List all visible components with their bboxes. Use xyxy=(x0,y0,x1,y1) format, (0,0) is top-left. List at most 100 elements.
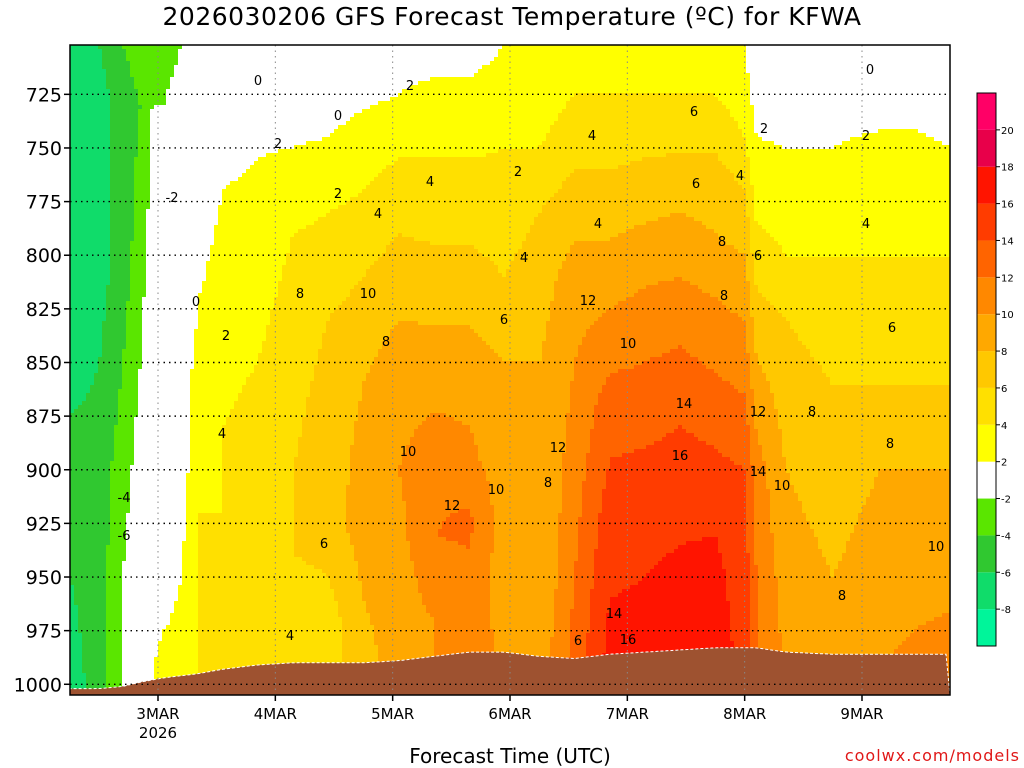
y-tick-label: 850 xyxy=(26,352,62,374)
contour-label: 2 xyxy=(222,329,230,344)
contour-label: 16 xyxy=(620,633,637,648)
contour-label: 6 xyxy=(574,634,582,649)
colorbar-swatch xyxy=(977,129,996,167)
contour-label: 0 xyxy=(192,295,200,310)
contour-label: 2 xyxy=(334,187,342,202)
colorbar-swatch xyxy=(977,424,996,462)
contour-label: 12 xyxy=(550,441,567,456)
chart-title: 2026030206 GFS Forecast Temperature (ºC)… xyxy=(0,2,1024,31)
contour-label: 14 xyxy=(750,465,767,480)
contour-label: 6 xyxy=(690,105,698,120)
x-tick-sublabel: 2026 xyxy=(139,724,177,742)
y-tick-label: 725 xyxy=(26,84,62,106)
colorbar-label: -8 xyxy=(1001,605,1011,616)
contour-label: 8 xyxy=(544,476,552,491)
y-tick-label: 1000 xyxy=(14,674,62,696)
y-tick-label: 925 xyxy=(26,513,62,535)
contour-label: 10 xyxy=(774,479,791,494)
colorbar-label: 20 xyxy=(1001,126,1014,137)
contour-label: 10 xyxy=(928,540,945,555)
colorbar-label: 12 xyxy=(1001,273,1014,284)
contour-label: 8 xyxy=(720,289,728,304)
contour-label: -2 xyxy=(166,191,179,206)
contour-label: 8 xyxy=(838,589,846,604)
contour-label: 4 xyxy=(594,217,602,232)
contour-label: 4 xyxy=(426,175,434,190)
x-axis-label: Forecast Time (UTC) xyxy=(300,744,720,768)
y-tick-label: 825 xyxy=(26,299,62,321)
contour-label: 8 xyxy=(808,405,816,420)
colorbar-swatch xyxy=(977,572,996,610)
colorbar-label: 2 xyxy=(1001,458,1007,469)
contour-label: 4 xyxy=(588,129,596,144)
colorbar-label: -4 xyxy=(1001,531,1011,542)
colorbar-label: 10 xyxy=(1001,310,1014,321)
credit-text: coolwx.com/models xyxy=(800,746,1020,765)
x-tick-label: 8MAR xyxy=(723,705,766,723)
colorbar-swatch xyxy=(977,93,996,130)
ground-terrain xyxy=(70,647,950,695)
y-axis: 725 750 775 800 825 850 875 900 925 950 975 1000 xyxy=(14,84,70,696)
colorbar-swatch xyxy=(977,203,996,241)
colorbar-swatch xyxy=(977,314,996,352)
contour-label: 16 xyxy=(672,449,689,464)
contour-label: 6 xyxy=(754,249,762,264)
contour-label: 4 xyxy=(736,169,744,184)
contour-label: 10 xyxy=(360,287,377,302)
contour-label: 12 xyxy=(444,499,461,514)
x-tick-label: 3MAR xyxy=(136,705,179,723)
contour-label: 2 xyxy=(274,137,282,152)
y-tick-label: 950 xyxy=(26,567,62,589)
colorbar-label: -2 xyxy=(1001,495,1011,506)
y-tick-label: 750 xyxy=(26,138,62,160)
contour-label: 2 xyxy=(862,129,870,144)
colorbar-swatch xyxy=(977,240,996,278)
grid-lines xyxy=(70,45,950,695)
y-tick-label: 775 xyxy=(26,192,62,214)
contour-label: 8 xyxy=(296,287,304,302)
colorbar-swatch xyxy=(977,387,996,425)
y-tick-label: 800 xyxy=(26,245,62,267)
x-tick-label: 9MAR xyxy=(840,705,883,723)
colorbar-swatch xyxy=(977,609,996,646)
colorbar-legend: -8 -6 -4 -2 2 4 6 8 10 12 14 16 18 20 xyxy=(976,92,1014,647)
contour-label: -6 xyxy=(118,529,131,544)
contour-label: 10 xyxy=(488,483,505,498)
colorbar-frame xyxy=(976,92,997,647)
contour-label: 4 xyxy=(286,629,294,644)
colorbar-swatch xyxy=(977,166,996,204)
colorbar-swatch xyxy=(977,351,996,388)
contour-label: 2 xyxy=(514,165,522,180)
colorbar-swatch xyxy=(977,461,996,499)
contour-label: 14 xyxy=(676,397,693,412)
colorbar-swatch xyxy=(977,535,996,573)
colorbar-swatch xyxy=(977,277,996,315)
contour-label: 6 xyxy=(888,321,896,336)
colorbar-label: 6 xyxy=(1001,384,1007,395)
x-tick-label: 5MAR xyxy=(371,705,414,723)
x-tick-label: 7MAR xyxy=(606,705,649,723)
plot-area: 0 2 0 2 -2 0 2 2 4 2 4 4 6 6 4 8 4 6 8 10 6 12 8 8 10 12 14 16 12 14 1… xyxy=(70,45,950,695)
y-tick-label: 875 xyxy=(26,406,62,428)
contour-label: 4 xyxy=(374,207,382,222)
contour-label: 0 xyxy=(254,74,262,89)
x-tick-label: 4MAR xyxy=(254,705,297,723)
contour-label: 10 xyxy=(620,337,637,352)
contour-label: 2 xyxy=(760,122,768,137)
contour-label: 8 xyxy=(382,335,390,350)
contour-label: 12 xyxy=(580,294,597,309)
colorbar-swatch xyxy=(977,498,996,536)
contour-label: 4 xyxy=(218,427,226,442)
colorbar-label: -6 xyxy=(1001,568,1011,579)
contour-label: 12 xyxy=(750,405,767,420)
colorbar-label: 8 xyxy=(1001,347,1007,358)
contour-label: 6 xyxy=(500,313,508,328)
contour-label: 10 xyxy=(400,445,417,460)
contour-label: 8 xyxy=(718,235,726,250)
y-tick-label: 900 xyxy=(26,460,62,482)
x-tick-label: 6MAR xyxy=(488,705,531,723)
colorbar-label: 4 xyxy=(1001,421,1007,432)
colorbar-label: 14 xyxy=(1001,236,1014,247)
